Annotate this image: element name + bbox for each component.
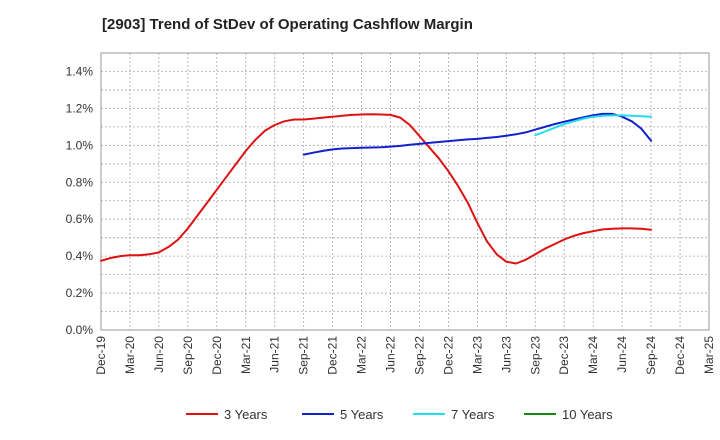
plot-border — [100, 52, 710, 331]
series-line-5-years — [302, 112, 653, 156]
x-tick-label: Dec-20 — [210, 336, 224, 375]
legend-label-7-years: 7 Years — [451, 407, 495, 422]
y-tick-label: 1.2% — [66, 101, 94, 115]
grid — [101, 53, 709, 330]
legend-label-5-years: 5 Years — [340, 407, 384, 422]
x-tick-label: Sep-21 — [297, 336, 311, 375]
x-tick-label: Mar-20 — [123, 336, 137, 374]
x-tick-label: Dec-23 — [557, 336, 571, 375]
x-tick-label: Dec-22 — [441, 336, 455, 375]
x-tick-label: Sep-23 — [528, 336, 542, 375]
y-tick-label: 0.2% — [66, 286, 94, 300]
x-tick-label: Sep-24 — [644, 336, 658, 375]
x-tick-label: Mar-23 — [470, 336, 484, 374]
x-tick-label: Jun-22 — [384, 336, 398, 373]
x-tick-label: Dec-24 — [673, 336, 687, 375]
x-tick-label: Dec-19 — [94, 336, 108, 375]
x-tick-label: Mar-25 — [702, 336, 716, 374]
series-line-7-years — [534, 114, 653, 137]
series-line-3-years — [100, 113, 653, 265]
y-tick-label: 0.0% — [66, 323, 94, 337]
x-tick-label: Jun-20 — [152, 336, 166, 373]
legend-label-3-years: 3 Years — [224, 407, 268, 422]
plot-area — [101, 53, 709, 330]
x-tick-label: Mar-22 — [355, 336, 369, 374]
legend: 3 Years 5 Years 7 Years 10 Years — [186, 407, 613, 422]
x-tick-label: Jun-23 — [499, 336, 513, 373]
x-tick-label: Sep-22 — [412, 336, 426, 375]
y-tick-label: 0.6% — [66, 212, 94, 226]
series-group — [100, 112, 653, 265]
y-tick-label: 1.4% — [66, 64, 94, 78]
x-tick-label: Jun-24 — [615, 336, 629, 373]
y-axis: 0.0% 0.2% 0.4% 0.6% 0.8% 1.0% 1.2% 1.4% — [66, 64, 94, 337]
x-tick-label: Mar-24 — [586, 336, 600, 374]
y-tick-label: 1.0% — [66, 138, 94, 152]
x-tick-label: Jun-21 — [268, 336, 282, 373]
y-tick-label: 0.8% — [66, 175, 94, 189]
x-tick-label: Mar-21 — [239, 336, 253, 374]
x-tick-label: Sep-20 — [181, 336, 195, 375]
x-tick-label: Dec-21 — [326, 336, 340, 375]
chart-title: [2903] Trend of StDev of Operating Cashf… — [102, 16, 473, 33]
y-tick-label: 0.4% — [66, 249, 94, 263]
x-axis: Dec-19 Mar-20 Jun-20 Sep-20 Dec-20 Mar-21 Jun-… — [94, 336, 716, 375]
legend-label-10-years: 10 Years — [562, 407, 613, 422]
